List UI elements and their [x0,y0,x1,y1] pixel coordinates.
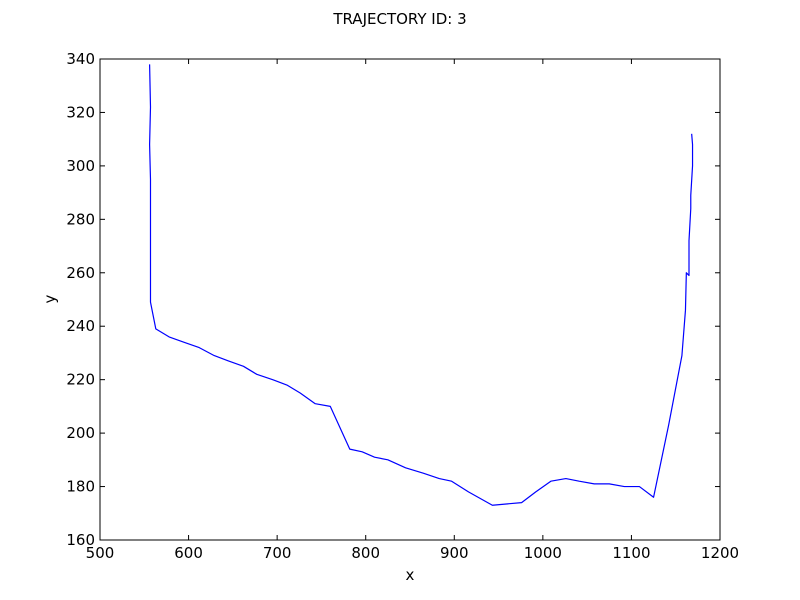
y-tick-label: 300 [66,157,95,175]
y-tick-label: 200 [66,424,95,442]
x-tick-label: 800 [351,544,380,562]
axes-frame [99,58,721,541]
y-tick-label: 160 [66,531,95,549]
y-tick-label: 280 [66,210,95,228]
x-tick-label: 1000 [524,544,562,562]
x-tick-label: 1100 [612,544,650,562]
x-axis-label: x [406,566,415,584]
y-tick-label: 240 [66,317,95,335]
series-line-0 [149,64,694,506]
x-axis: 500 600 700 800 900 1000 1100 1200 [86,59,739,562]
plot-area [149,64,694,506]
x-tick-label: 600 [174,544,203,562]
y-tick-label: 260 [66,264,95,282]
y-axis-label: y [41,294,59,303]
y-tick-label: 220 [66,371,95,389]
x-tick-label: 900 [440,544,469,562]
y-tick-label: 340 [66,50,95,68]
x-tick-label: 700 [263,544,292,562]
y-axis: 160 180 200 220 240 260 280 300 320 340 [66,50,720,549]
chart-title: TRAJECTORY ID: 3 [332,10,466,28]
x-tick-label: 500 [86,544,115,562]
y-tick-label: 320 [66,103,95,121]
x-tick-label: 1200 [701,544,739,562]
y-tick-label: 180 [66,478,95,496]
